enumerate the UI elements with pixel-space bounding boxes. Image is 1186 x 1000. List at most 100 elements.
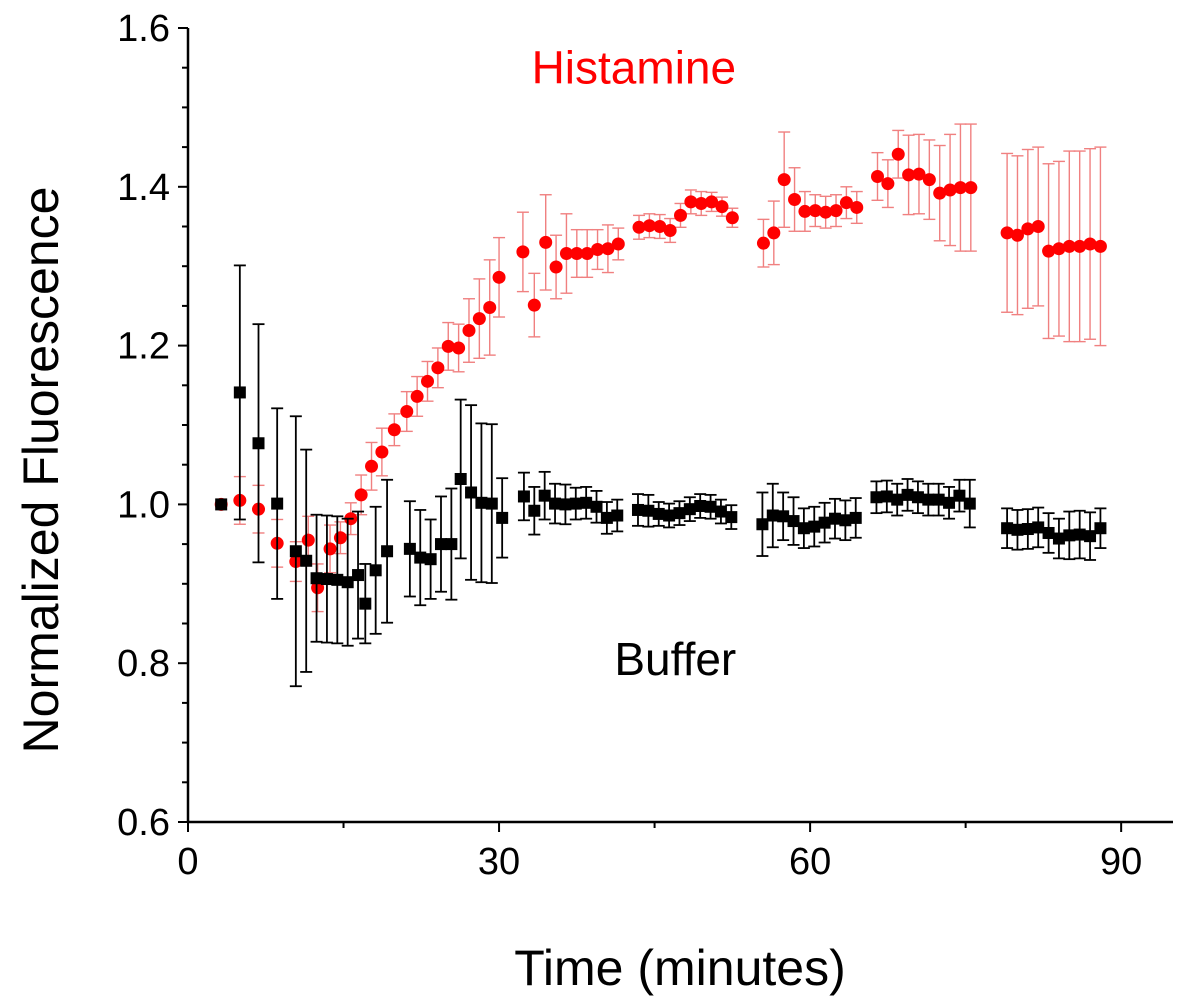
data-point <box>1073 528 1086 541</box>
series-buffer <box>215 264 1107 688</box>
data-point <box>516 245 530 259</box>
data-point <box>472 312 486 326</box>
data-point <box>539 235 553 249</box>
data-point <box>1010 228 1024 242</box>
data-point <box>818 516 831 529</box>
data-point <box>462 324 476 338</box>
data-point <box>964 181 978 195</box>
data-point <box>788 193 802 207</box>
data-point <box>1021 523 1034 536</box>
data-point <box>953 489 966 502</box>
data-point <box>549 497 562 510</box>
data-point <box>684 195 698 209</box>
data-point <box>569 497 582 510</box>
annotation-buffer: Buffer <box>614 633 736 685</box>
data-point <box>1000 226 1014 240</box>
y-tick-label: 0.8 <box>117 643 170 685</box>
data-point <box>715 200 729 214</box>
y-axis-label: Normalized Fluorescence <box>13 187 69 754</box>
data-point <box>590 500 603 513</box>
data-point <box>559 246 573 260</box>
x-tick-label: 0 <box>177 841 198 883</box>
data-point <box>652 507 665 520</box>
data-point <box>233 386 246 399</box>
x-tick-label: 60 <box>789 841 831 883</box>
data-point <box>331 573 344 586</box>
data-point <box>1001 522 1014 535</box>
data-point <box>431 361 445 375</box>
y-tick-label: 1.6 <box>117 8 170 50</box>
data-point <box>452 341 466 355</box>
data-point <box>611 509 624 522</box>
data-point <box>400 405 414 419</box>
data-point <box>705 195 719 209</box>
data-point <box>777 510 790 523</box>
data-point <box>694 196 708 210</box>
axes: 0 30 60 90 0.6 0.8 1.0 1.2 1.4 1.6 <box>117 8 1173 883</box>
data-point <box>528 504 541 517</box>
data-point <box>1032 521 1045 534</box>
data-point <box>496 511 509 524</box>
data-point <box>880 490 893 503</box>
data-point <box>881 177 895 191</box>
data-point <box>891 493 904 506</box>
data-point <box>403 542 416 555</box>
data-point <box>631 503 644 516</box>
data-point <box>549 260 563 274</box>
x-axis-ticks: 0 30 60 90 <box>177 822 1142 883</box>
data-point <box>445 538 458 551</box>
data-point <box>320 573 333 586</box>
data-point <box>301 533 315 547</box>
data-point <box>611 237 625 251</box>
y-tick-label: 1.2 <box>117 326 170 368</box>
data-point <box>1094 522 1107 535</box>
data-point <box>870 491 883 504</box>
data-point <box>922 493 935 506</box>
data-point <box>601 242 615 256</box>
data-point <box>421 374 435 388</box>
data-point <box>252 437 265 450</box>
data-point <box>580 496 593 509</box>
data-point <box>1093 239 1107 253</box>
data-point <box>271 497 284 510</box>
data-point <box>538 489 551 502</box>
data-point <box>642 219 656 233</box>
data-point <box>911 491 924 504</box>
data-point <box>387 423 401 437</box>
data-point <box>653 220 667 233</box>
data-point <box>1031 220 1045 233</box>
data-point <box>354 488 368 502</box>
data-point <box>932 493 945 506</box>
y-tick-label: 0.6 <box>117 802 170 844</box>
data-point <box>310 572 323 585</box>
plot-area <box>214 123 1107 688</box>
data-point <box>798 204 812 218</box>
data-point <box>1062 239 1076 253</box>
data-point <box>797 522 810 535</box>
data-point <box>333 531 347 545</box>
y-tick-label: 1.4 <box>117 167 170 209</box>
data-point <box>323 542 337 556</box>
data-point <box>527 298 541 312</box>
data-point <box>517 490 530 503</box>
data-point <box>1083 237 1097 251</box>
data-point <box>777 173 791 187</box>
data-point <box>674 208 687 222</box>
data-point <box>352 569 365 582</box>
data-point <box>559 498 572 511</box>
data-point <box>483 300 497 314</box>
annotation-histamine: Histamine <box>532 42 737 94</box>
data-point <box>714 505 727 518</box>
data-point <box>891 147 905 161</box>
data-point <box>434 538 447 551</box>
data-point <box>1021 222 1035 236</box>
data-point <box>414 551 427 564</box>
data-point <box>756 518 769 531</box>
data-point <box>663 223 677 237</box>
data-point <box>663 509 676 522</box>
data-point <box>871 169 884 183</box>
data-point <box>901 488 914 501</box>
data-point <box>850 200 864 214</box>
data-point <box>683 503 696 516</box>
